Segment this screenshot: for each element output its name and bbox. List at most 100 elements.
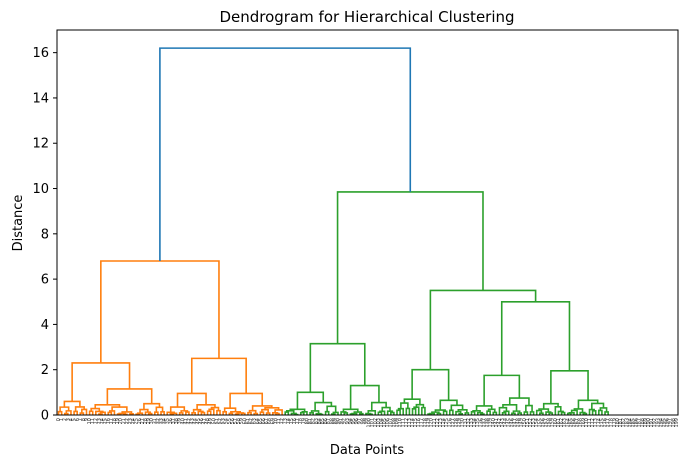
dendrogram-link-143	[512, 410, 521, 414]
leaf-label-154: 154	[534, 418, 540, 428]
leaf-label-101: 101	[370, 418, 376, 428]
leaf-label-138: 138	[485, 418, 491, 428]
dendrogram-link-130	[470, 410, 476, 415]
leaf-label-90: 90	[336, 418, 342, 424]
leaf-label-40: 40	[180, 418, 186, 424]
dendrogram-link-172	[550, 370, 589, 404]
leaf-label-139: 139	[488, 418, 494, 428]
dendrogram-link-144	[502, 404, 518, 412]
leaf-label-140: 140	[491, 418, 497, 428]
leaf-label-31: 31	[152, 418, 158, 424]
leaf-label-47: 47	[202, 418, 208, 424]
dendrogram-link-150	[539, 412, 544, 415]
leaf-label-79: 79	[301, 418, 307, 424]
dendrogram-link-111	[411, 407, 417, 415]
leaf-label-84: 84	[317, 418, 323, 424]
leaf-label-69: 69	[270, 418, 276, 424]
leaf-label-61: 61	[245, 418, 251, 424]
dendrogram-link-9	[88, 410, 94, 415]
dendrogram-link-94	[353, 411, 363, 414]
leaf-label-169: 169	[581, 418, 587, 428]
leaf-label-183: 183	[624, 418, 630, 428]
dendrogram-link-140	[498, 406, 508, 415]
dendrogram-link-63	[261, 408, 269, 414]
leaf-label-196: 196	[665, 418, 671, 428]
y-tick-label-2: 2	[41, 363, 49, 378]
leaf-label-50: 50	[211, 418, 217, 424]
leaf-label-59: 59	[239, 418, 245, 424]
leaf-label-46: 46	[199, 418, 205, 424]
leaf-label-179: 179	[612, 418, 618, 428]
leaf-label-191: 191	[649, 418, 655, 428]
leaf-label-158: 158	[547, 418, 553, 428]
leaf-label-100: 100	[367, 418, 373, 428]
leaf-label-123: 123	[438, 418, 444, 428]
leaf-label-26: 26	[137, 418, 143, 424]
leaf-label-77: 77	[295, 418, 301, 424]
leaf-label-37: 37	[171, 418, 177, 424]
dendrogram-link-4	[73, 410, 78, 415]
leaf-label-27: 27	[140, 418, 146, 424]
dendrogram-link-165	[591, 410, 597, 415]
leaf-label-99: 99	[363, 418, 369, 424]
dendrogram-link-18	[118, 412, 127, 415]
leaf-label-149: 149	[519, 418, 525, 428]
leaf-label-128: 128	[453, 418, 459, 428]
dendrogram-link-22	[94, 404, 121, 409]
leaf-label-165: 165	[568, 418, 574, 428]
leaf-label-9: 9	[84, 418, 90, 421]
leaf-label-175: 175	[599, 418, 605, 428]
leaf-label-28: 28	[143, 418, 149, 424]
leaf-label-161: 161	[556, 418, 562, 428]
leaf-label-125: 125	[444, 418, 450, 428]
leaf-label-35: 35	[165, 418, 171, 424]
dendrogram-link-163	[579, 411, 586, 415]
leaf-label-135: 135	[475, 418, 481, 428]
dendrogram-link-33	[71, 362, 131, 402]
leaf-label-34: 34	[162, 418, 168, 424]
leaf-label-21: 21	[121, 418, 127, 424]
leaf-label-24: 24	[131, 418, 137, 424]
leaf-label-109: 109	[394, 418, 400, 428]
leaf-label-147: 147	[512, 418, 518, 428]
dendrogram-link-55	[236, 412, 245, 415]
leaf-label-19: 19	[115, 418, 121, 424]
dendrogram-link-153	[545, 411, 552, 415]
leaf-label-160: 160	[553, 418, 559, 428]
dendrogram-link-176	[159, 47, 412, 261]
leaf-label-162: 162	[559, 418, 565, 428]
leaf-label-74: 74	[286, 418, 292, 424]
leaf-label-30: 30	[149, 418, 155, 424]
leaf-label-89: 89	[332, 418, 338, 424]
leaf-label-20: 20	[118, 418, 124, 424]
leaf-label-159: 159	[550, 418, 556, 428]
dendrogram-link-109	[405, 407, 411, 415]
leaf-label-16: 16	[106, 418, 112, 424]
leaf-label-73: 73	[283, 418, 289, 424]
leaf-label-178: 178	[609, 418, 615, 428]
leaf-label-144: 144	[503, 418, 509, 428]
leaf-label-105: 105	[382, 418, 388, 428]
leaf-label-83: 83	[314, 418, 320, 424]
dendrogram-link-160	[568, 411, 575, 415]
leaf-label-96: 96	[354, 418, 360, 424]
leaf-label-39: 39	[177, 418, 183, 424]
dendrogram-link-71	[100, 260, 220, 363]
leaf-label-171: 171	[587, 418, 593, 428]
dendrogram-link-45	[206, 410, 212, 415]
leaf-label-104: 104	[379, 418, 385, 428]
leaf-label-106: 106	[385, 418, 391, 428]
y-tick-label-8: 8	[41, 227, 49, 242]
leaf-label-131: 131	[463, 418, 469, 428]
y-tick-label-4: 4	[41, 318, 49, 333]
leaf-label-130: 130	[460, 418, 466, 428]
leaf-label-94: 94	[348, 418, 354, 424]
dendrogram-link-113	[421, 406, 426, 415]
leaf-label-42: 42	[186, 418, 192, 424]
y-tick-label-14: 14	[32, 91, 49, 106]
leaf-label-124: 124	[441, 418, 447, 428]
dendrogram-link-110	[400, 402, 409, 409]
leaf-label-54: 54	[224, 418, 230, 424]
leaf-label-91: 91	[339, 418, 345, 424]
leaf-label-38: 38	[174, 418, 180, 424]
